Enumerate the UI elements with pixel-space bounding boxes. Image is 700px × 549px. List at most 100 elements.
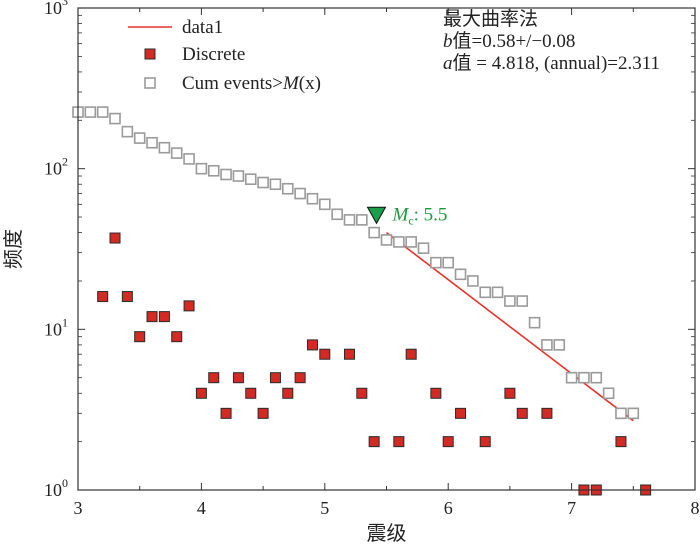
y-tick-exponent: 3 <box>62 0 68 8</box>
y-tick-exponent: 1 <box>62 315 68 329</box>
cumulative-marker <box>220 168 232 181</box>
y-tick-base: 10 <box>44 480 62 500</box>
cumulative-marker <box>553 339 566 351</box>
cumulative-marker <box>306 192 319 205</box>
mc-value: : 5.5 <box>414 204 448 225</box>
legend: data1 Discrete Cum events>M(x) <box>128 17 321 94</box>
x-tick-label: 6 <box>444 498 453 518</box>
discrete-marker <box>208 372 220 384</box>
legend-cum-swatch <box>144 77 156 89</box>
discrete-marker <box>195 387 207 399</box>
discrete-marker <box>171 331 183 343</box>
x-axis-label: 震级 <box>367 522 407 545</box>
cumulative-marker <box>467 275 479 287</box>
x-tick-label: 5 <box>320 498 329 518</box>
a-value-text: 值 = 4.818, (annual)=2.311 <box>452 53 661 74</box>
discrete-marker <box>158 311 170 323</box>
cumulative-marker <box>121 125 134 138</box>
y-tick-exponent: 2 <box>62 155 68 169</box>
cumulative-marker <box>96 106 109 118</box>
discrete-marker <box>504 387 516 399</box>
x-tick-label: 4 <box>197 498 206 518</box>
cumulative-marker <box>356 214 368 226</box>
cumulative-marker <box>565 371 578 384</box>
cumulative-marker <box>84 106 97 118</box>
discrete-marker <box>97 291 109 303</box>
cumulative-marker <box>318 198 331 211</box>
cumulative-marker <box>615 407 627 420</box>
method-label: 最大曲率法 <box>443 9 539 30</box>
discrete-marker <box>430 387 442 399</box>
cumulative-marker <box>207 164 220 177</box>
discrete-marker <box>232 372 244 384</box>
cumulative-marker <box>109 112 121 125</box>
discrete-marker <box>245 387 257 399</box>
discrete-marker <box>319 348 331 360</box>
discrete-marker <box>146 311 158 323</box>
cumulative-marker <box>479 286 492 299</box>
y-tick-label: 101 <box>44 315 68 339</box>
cumulative-marker <box>541 339 553 351</box>
discrete-marker <box>134 331 146 343</box>
legend-discrete-swatch <box>144 48 156 60</box>
cumulative-marker <box>516 295 529 307</box>
mc-var: M <box>392 204 410 225</box>
discrete-marker <box>442 436 454 448</box>
mc-sub: c <box>408 213 413 227</box>
cumulative-marker <box>442 256 455 269</box>
cumulative-marker <box>393 236 405 248</box>
discrete-marker <box>109 232 121 244</box>
x-tick-label: 3 <box>74 498 83 518</box>
cumulative-marker <box>343 214 356 226</box>
cumulative-marker <box>294 187 306 200</box>
cumulative-marker <box>170 147 183 159</box>
discrete-marker <box>343 348 355 360</box>
cumulative-marker <box>331 208 343 221</box>
x-tick-label: 8 <box>691 498 700 518</box>
cumulative-marker <box>417 242 430 254</box>
cumulative-marker <box>146 136 158 149</box>
annotation-box: 最大曲率法 b值=0.58+/−0.08 a值 = 4.818, (annual… <box>443 9 660 75</box>
cumulative-marker <box>183 153 195 165</box>
discrete-marker <box>368 436 380 448</box>
fit-line <box>386 231 634 422</box>
cumulative-marker <box>405 236 417 248</box>
legend-cum-var: M <box>282 73 300 94</box>
mc-triangle-marker <box>366 206 387 225</box>
discrete-marker <box>479 436 491 448</box>
legend-discrete-label: Discrete <box>182 44 245 65</box>
y-tick-base: 10 <box>44 319 62 339</box>
y-axis-label: 频度 <box>2 229 25 269</box>
cumulative-marker <box>269 178 282 191</box>
cumulative-marker <box>578 371 590 384</box>
discrete-marker <box>282 387 294 399</box>
cumulative-marker <box>627 407 640 420</box>
mc-label: Mc: 5.5 <box>392 204 448 227</box>
legend-data1-label: data1 <box>182 17 223 38</box>
discrete-marker <box>257 407 269 419</box>
discrete-marker <box>455 407 467 419</box>
legend-cum-prefix: Cum events> <box>182 73 283 94</box>
discrete-marker <box>615 436 627 448</box>
discrete-marker <box>516 407 528 419</box>
discrete-marker <box>306 339 318 351</box>
legend-cum-arg: (x) <box>299 73 321 94</box>
discrete-marker <box>183 300 195 312</box>
cumulative-marker <box>454 268 467 281</box>
x-tick-label: 7 <box>567 498 576 518</box>
cumulative-marker <box>158 141 171 154</box>
y-tick-base: 10 <box>44 0 62 18</box>
discrete-marker <box>393 436 405 448</box>
discrete-marker <box>405 348 417 360</box>
cumulative-marker <box>281 182 294 195</box>
cumulative-marker <box>602 387 615 400</box>
discrete-marker <box>294 372 306 384</box>
plot-area: Mc: 5.5 <box>72 106 652 496</box>
cumulative-marker <box>590 371 603 384</box>
discrete-marker <box>541 407 553 419</box>
a-variable: a <box>443 53 453 74</box>
cumulative-marker <box>380 234 393 246</box>
y-tick-label: 103 <box>44 0 68 18</box>
